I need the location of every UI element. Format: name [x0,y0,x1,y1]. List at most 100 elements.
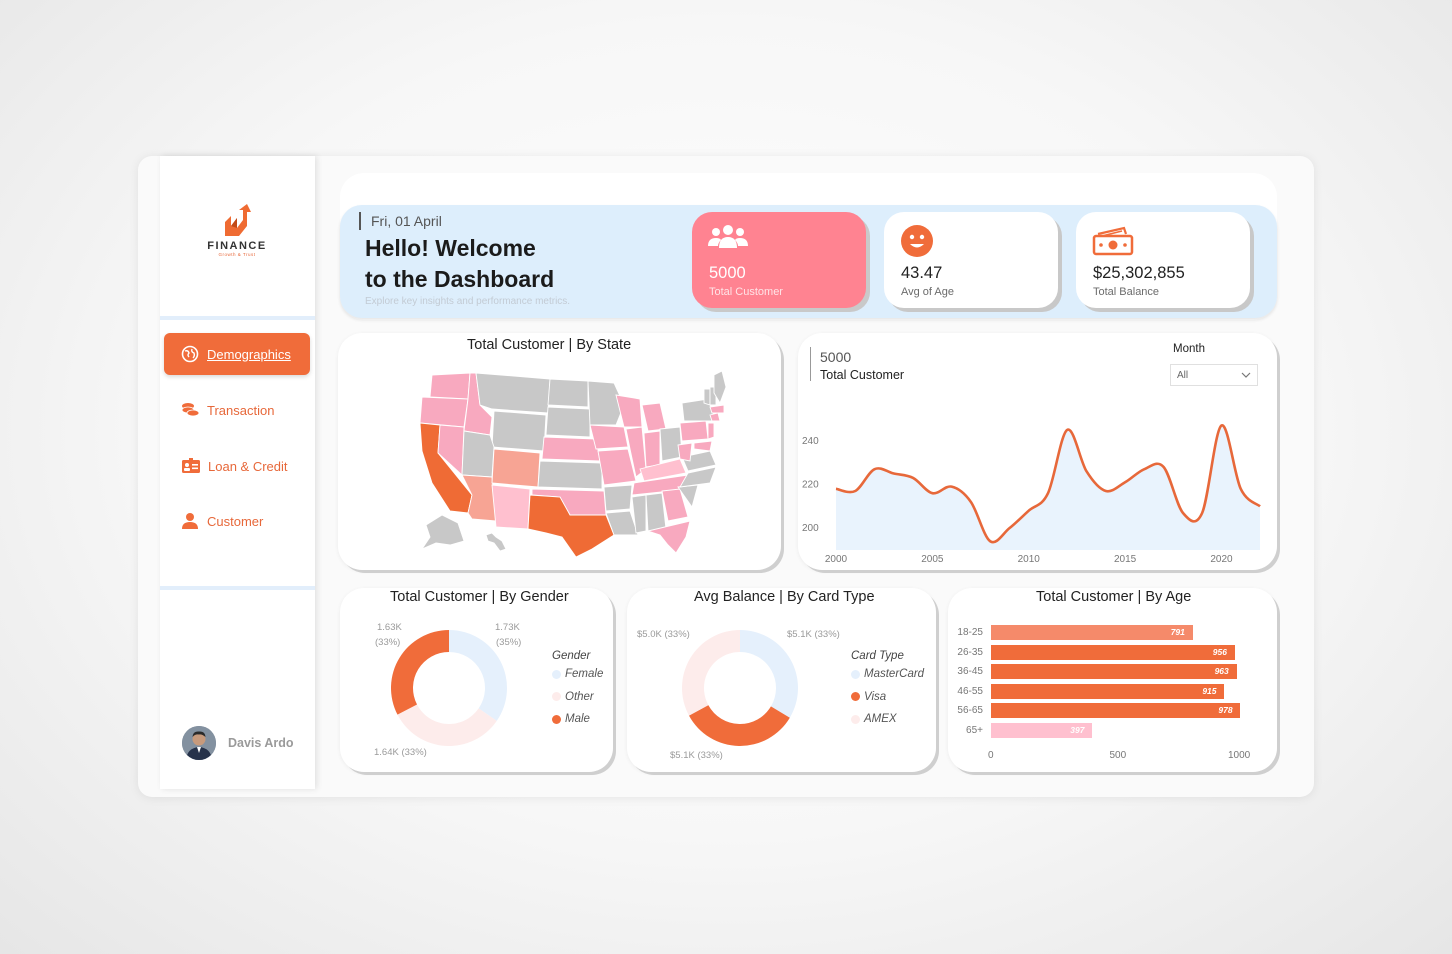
gender-label-top-right-pct: (35%) [496,637,522,648]
us-state-map[interactable] [410,365,730,560]
sidebar-item-transaction[interactable]: Transaction [164,389,310,431]
age-bar[interactable] [991,644,1235,660]
gender-donut-chart[interactable] [370,615,530,760]
state-md [693,440,713,452]
line-chart-kpi-label: Total Customer [820,368,905,382]
card-label-top-right: $5.1K (33%) [787,629,840,640]
finance-logo-icon [225,204,251,236]
gender-label-bottom: 1.64K (33%) [374,747,427,758]
coins-icon [180,401,200,419]
legend-label: AMEX [864,713,897,725]
state-oh [659,426,683,462]
kpi-label: Avg of Age [901,286,955,298]
legend-item-female[interactable]: Female [552,668,603,680]
month-filter-value: All [1177,369,1189,381]
x-tick-label: 1000 [1228,750,1251,761]
welcome-line-1: Hello! Welcome [365,235,536,261]
state-la [605,510,639,536]
sidebar-item-demographics[interactable]: Demographics [164,333,310,375]
sidebar-item-customer[interactable]: Customer [164,500,310,542]
map-panel-title: Total Customer | By State [467,337,632,353]
line-chart-kpi-value: 5000 [820,349,852,365]
legend-dot [851,669,860,679]
age-bar-value: 791 [1170,627,1185,637]
x-tick-label: 500 [1109,750,1127,761]
line-chart-kpi-divider [810,347,811,381]
kpi-label: Total Balance [1093,286,1160,298]
age-category-label: 56-65 [957,705,983,717]
state-nj [707,422,715,440]
state-mn [587,380,625,426]
kpi-avg-age[interactable]: 43.47 Avg of Age [884,212,1058,308]
app-logo: FINANCE Growth & Trust [202,204,272,257]
user-profile[interactable]: Davis Ardo [182,726,294,760]
state-ut [461,430,495,478]
globe-icon [180,345,200,363]
donut-slice-male[interactable] [391,630,449,715]
age-category-label: 36-45 [957,666,983,678]
card-type-donut-chart[interactable] [660,615,830,760]
gender-label-top-left-value: 1.63K [377,622,402,633]
state-ma [709,404,725,414]
x-tick-label: 2005 [921,554,944,565]
state-wa [429,372,471,400]
money-icon [1092,224,1134,261]
age-panel-title: Total Customer | By Age [1036,589,1192,605]
kpi-value: $25,302,855 [1093,264,1185,282]
welcome-subtext: Explore key insights and performance met… [365,296,571,307]
donut-slice-amex[interactable] [682,630,740,716]
legend-dot [851,714,860,724]
age-category-label: 26-35 [957,646,983,658]
legend-label: Male [565,713,590,725]
users-icon [708,224,748,255]
line-series [835,424,1261,544]
legend-label: Other [565,690,594,703]
x-tick-label: 2015 [1114,554,1137,565]
legend-item-mastercard[interactable]: MasterCard [851,668,924,680]
age-bar-value: 397 [1070,725,1085,735]
legend-item-visa[interactable]: Visa [851,691,886,703]
state-ms [631,494,647,534]
donut-slice-mastercard[interactable] [740,630,798,718]
state-nd [547,378,589,408]
age-category-label: 65+ [966,725,983,736]
age-bar[interactable] [991,703,1241,719]
total-customer-line-chart[interactable]: 200 220 240 2000 2005 2010 2015 2020 [798,400,1268,570]
age-bar[interactable] [991,683,1225,699]
age-bar[interactable] [991,723,1093,738]
state-ga [661,488,689,522]
card-legend-title: Card Type [851,650,904,662]
avatar [182,726,216,760]
age-bar-value: 978 [1218,705,1233,716]
sidebar-item-loan-credit[interactable]: Loan & Credit [164,445,310,487]
kpi-total-balance[interactable]: $25,302,855 Total Balance [1076,212,1250,308]
kpi-total-customer[interactable]: 5000 Total Customer [692,212,866,308]
age-bar-value: 956 [1212,646,1227,657]
legend-item-other[interactable]: Other [552,691,594,703]
gender-label-top-left-pct: (33%) [375,637,401,648]
state-nc [679,466,717,488]
y-tick-label: 200 [802,523,819,534]
month-filter-select[interactable]: All [1170,364,1258,386]
state-wi [615,394,643,428]
age-bar-value: 963 [1214,666,1229,677]
age-bar[interactable] [991,664,1237,680]
smile-icon [900,224,934,263]
legend-item-amex[interactable]: AMEX [851,713,897,725]
x-tick-label: 2020 [1210,554,1233,565]
age-bar[interactable] [991,625,1193,640]
logo-tagline: Growth & Trust [218,252,256,257]
sidebar-divider-top [160,316,315,320]
sidebar-item-label: Loan & Credit [208,458,288,474]
state-al [645,492,667,532]
state-or [419,396,469,428]
state-ks [537,460,603,490]
kpi-value: 5000 [709,264,746,282]
state-ne [541,436,601,462]
legend-item-male[interactable]: Male [552,713,590,725]
donut-slice-other[interactable] [397,704,497,746]
donut-slice-visa[interactable] [688,705,790,746]
state-ia [589,424,629,450]
donut-slice-female[interactable] [449,630,507,721]
sidebar-divider-bottom [160,586,315,590]
